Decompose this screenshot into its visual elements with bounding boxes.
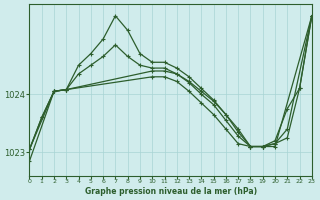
X-axis label: Graphe pression niveau de la mer (hPa): Graphe pression niveau de la mer (hPa) [84, 187, 257, 196]
